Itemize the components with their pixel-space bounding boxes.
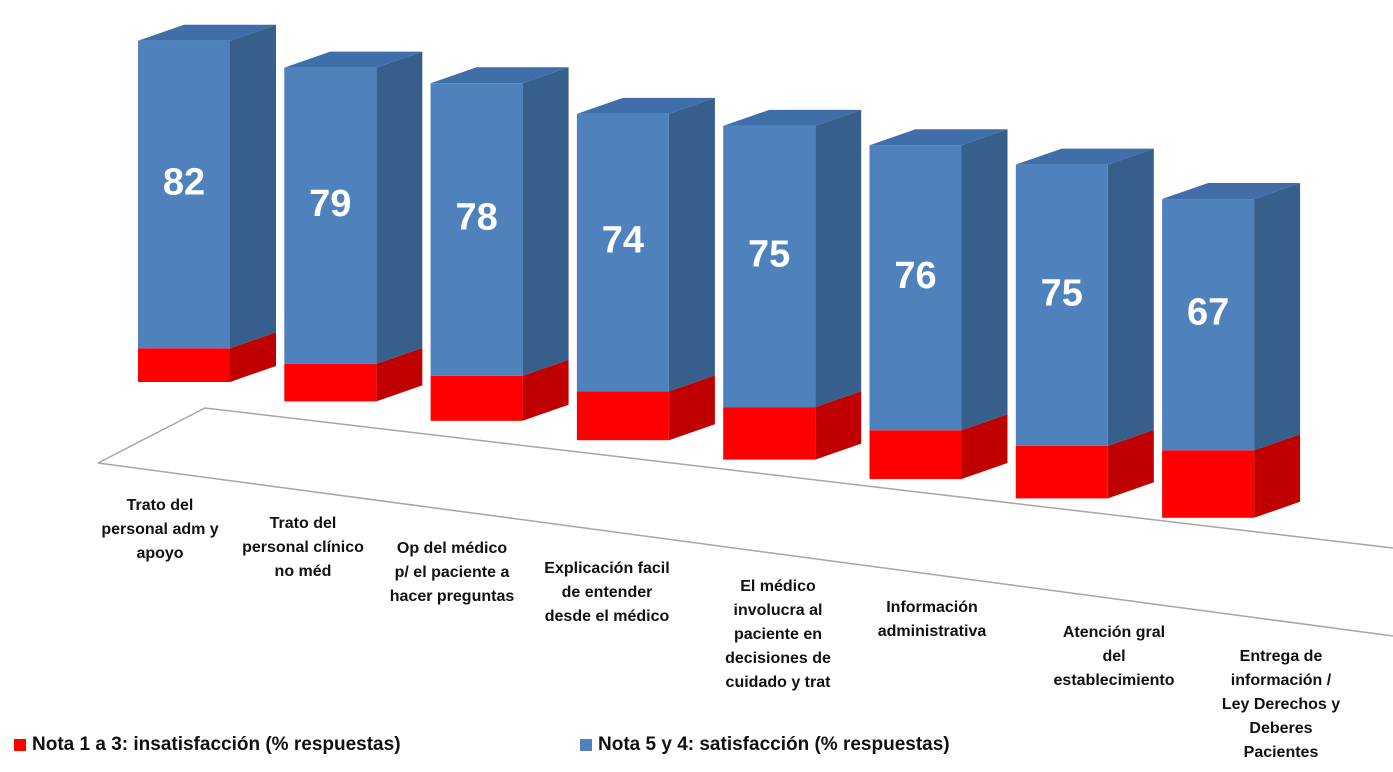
chart-floor [97,407,1393,637]
bar-satisfaccion-front [723,125,816,408]
category-label: El médico involucra al paciente en decision… [725,578,831,691]
bar-stack: 74 [576,97,715,441]
data-label: 74 [602,220,644,262]
bar-satisfaccion-front [1015,164,1108,446]
legend-item-blue: Nota 5 y 4: satisfacción (% respuestas) [580,734,950,756]
bar-satisfaccion-front [138,40,230,349]
bar-satisfaccion-side [230,24,276,349]
bar-satisfaccion-side [815,109,862,408]
bar-insatisfaccion-front [430,375,523,421]
bar-top [1162,183,1301,199]
legend-swatch-blue [580,739,592,751]
legend-label-blue: Nota 5 y 4: satisfacción (% respuestas) [598,734,950,755]
bar-satisfaccion-front [869,145,962,431]
bar-insatisfaccion-side [522,359,569,421]
data-label: 67 [1187,292,1229,334]
bar-satisfaccion-side [961,129,1008,431]
bar-insatisfaccion-side [961,414,1008,479]
bar-insatisfaccion-front [1162,450,1255,518]
bar-top [1015,148,1154,165]
bar-insatisfaccion-front [576,391,669,441]
bar-satisfaccion-front [576,113,669,392]
bar-stack: 76 [869,129,1008,479]
bar-insatisfaccion-side [668,375,715,441]
category-label: Op del médico p/ el paciente a hacer pregu… [390,540,515,605]
category-label: Atención gral del establecimiento [1054,624,1175,689]
bar-top [138,24,276,41]
bar-stack: 75 [1015,148,1154,499]
bar-satisfaccion-side [1107,148,1154,446]
bar-satisfaccion-side [668,97,715,392]
data-label: 78 [455,197,497,239]
bar-stack: 67 [1162,183,1301,518]
category-label: Entrega de información / Ley Derechos y Deb… [1222,648,1340,761]
bar-insatisfaccion-front [723,407,816,460]
bar-insatisfaccion-side [376,347,423,402]
bar-insatisfaccion-side [1254,434,1301,518]
bar-insatisfaccion-front [1015,445,1108,499]
bars-group: 82 79 78 74 75 76 75 67 [138,24,1301,518]
bar-insatisfaccion-side [230,332,276,382]
bar-stack: 75 [723,109,862,460]
category-label: Información administrativa [878,599,987,640]
legend-item-red: Nota 1 a 3: insatisfacción (% respuestas… [14,734,401,756]
bar-satisfaccion-side [522,67,569,376]
data-label: 82 [163,162,205,204]
floor-front-edge [97,462,1393,637]
bar-insatisfaccion-front [869,430,962,479]
legend-label-red: Nota 1 a 3: insatisfacción (% respuestas… [32,734,401,755]
bar-satisfaccion-side [1254,183,1301,451]
bar-satisfaccion-front [1162,199,1255,451]
data-label: 75 [748,233,790,275]
bar-satisfaccion-side [376,51,423,364]
floor-back-edge [97,407,1393,549]
category-label: Trato del personal clínico no méd [242,515,364,580]
data-label: 76 [894,255,936,297]
bar-satisfaccion-front [284,67,377,364]
data-label: 79 [309,183,351,225]
category-labels: Trato del personal adm y apoyo Trato del per… [101,497,1340,761]
category-label: Trato del personal adm y apoyo [101,497,218,562]
bar-top [430,67,569,84]
category-label: Explicación facil de entender desde el méd… [544,560,669,625]
bar-top [284,51,423,68]
bar-top [723,109,862,126]
bar-insatisfaccion-front [138,348,230,382]
bar-stack: 79 [284,51,423,402]
bar-stack: 82 [138,24,276,382]
bar-top [576,97,715,114]
bar-insatisfaccion-side [1107,429,1154,499]
bar-insatisfaccion-front [284,363,377,402]
bar-satisfaccion-front [430,83,523,376]
data-label: 75 [1041,272,1083,314]
legend-swatch-red [14,739,26,751]
bar-stack: 78 [430,67,569,421]
bar-insatisfaccion-side [815,391,862,460]
bar-top [869,129,1008,146]
